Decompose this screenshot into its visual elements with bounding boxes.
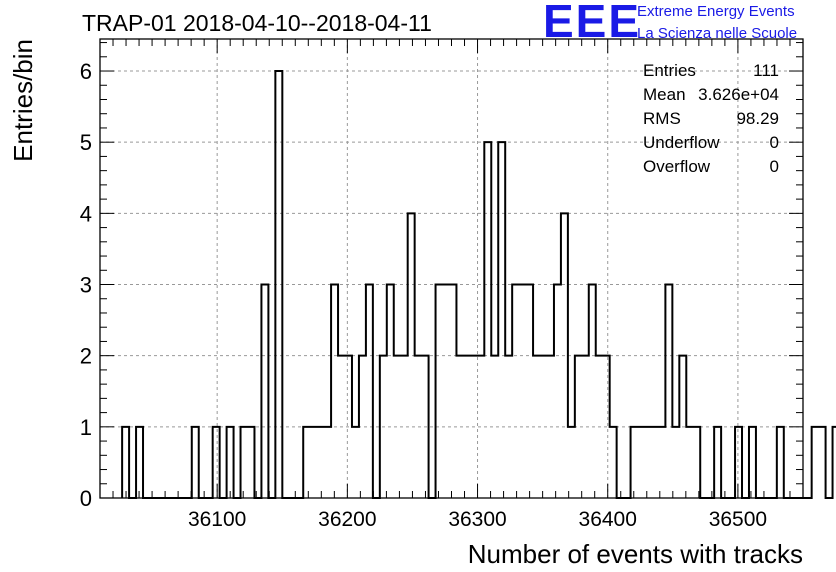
x-tick-label: 36300 bbox=[448, 508, 506, 531]
histogram-bin bbox=[317, 427, 324, 498]
histogram-bin bbox=[672, 427, 679, 498]
grid-lines bbox=[100, 39, 803, 498]
y-tick-label: 3 bbox=[80, 273, 92, 298]
x-tick-label: 36400 bbox=[579, 508, 637, 531]
stat-value-rms: 98.29 bbox=[736, 109, 779, 128]
histogram-bin bbox=[610, 427, 617, 498]
histogram-bin bbox=[519, 285, 526, 498]
y-tick-label: 2 bbox=[80, 344, 92, 369]
histogram-bin bbox=[213, 427, 220, 498]
histogram-bin bbox=[436, 285, 443, 498]
stat-label-underflow: Underflow bbox=[643, 133, 720, 152]
histogram-bin bbox=[693, 427, 700, 498]
axis-ticks bbox=[99, 39, 804, 499]
stat-label-overflow: Overflow bbox=[643, 157, 711, 176]
histogram-bin bbox=[241, 427, 248, 498]
logo-line-2: La Scienza nelle Scuole bbox=[637, 25, 798, 42]
stat-label-rms: RMS bbox=[643, 109, 681, 128]
histogram-series bbox=[121, 70, 836, 499]
histogram-bin bbox=[387, 285, 394, 498]
histogram-bin bbox=[122, 427, 129, 498]
histogram-bin bbox=[812, 427, 819, 498]
histogram-bin bbox=[638, 427, 645, 498]
stat-value-entries: 111 bbox=[753, 61, 779, 80]
plot-frame bbox=[99, 38, 804, 499]
histogram-bin bbox=[512, 285, 519, 498]
histogram-bin bbox=[714, 427, 721, 498]
axis-labels: 36100 36200 36300 36400 36500 0 1 2 3 4 5 6 Number o… bbox=[8, 39, 803, 569]
eee-logo-mark: EEE bbox=[543, 0, 642, 47]
x-axis-title: Number of events with tracks bbox=[468, 539, 803, 569]
histogram-bin bbox=[227, 427, 234, 498]
histogram-bin bbox=[324, 427, 331, 498]
histogram-bin bbox=[554, 285, 561, 498]
histogram-bin bbox=[484, 142, 491, 498]
histogram-bin bbox=[651, 427, 658, 498]
stat-label-mean: Mean bbox=[643, 85, 686, 104]
y-tick-label: 5 bbox=[80, 130, 92, 155]
logo-line-1: Extreme Energy Events bbox=[637, 3, 795, 20]
histogram-bin bbox=[631, 427, 638, 498]
histogram-bin bbox=[352, 427, 359, 498]
histogram-bin bbox=[526, 285, 533, 498]
histogram-bin bbox=[247, 427, 254, 498]
plot-border bbox=[99, 38, 804, 499]
histogram-bin bbox=[568, 427, 575, 498]
histogram-bin bbox=[443, 285, 450, 498]
x-tick-label: 36100 bbox=[188, 508, 246, 531]
histogram-bin bbox=[686, 427, 693, 498]
histogram-bin bbox=[310, 427, 317, 498]
y-tick-label: 6 bbox=[80, 59, 92, 84]
chart-title: TRAP-01 2018-04-10--2018-04-11 bbox=[82, 10, 432, 36]
histogram-bin bbox=[735, 427, 742, 498]
histogram-bin bbox=[366, 285, 373, 498]
x-tick-label: 36500 bbox=[709, 508, 767, 531]
histogram-outline bbox=[121, 70, 836, 499]
histogram-bin bbox=[303, 427, 310, 498]
y-axis-title: Entries/bin bbox=[8, 39, 38, 162]
histogram-bin bbox=[644, 427, 651, 498]
histogram-bin bbox=[136, 427, 143, 498]
histogram-bin bbox=[658, 427, 665, 498]
y-tick-label: 0 bbox=[80, 486, 92, 511]
histogram-bin bbox=[819, 427, 826, 498]
histogram-bin bbox=[777, 427, 784, 498]
y-tick-label: 1 bbox=[80, 415, 92, 440]
histogram-bin bbox=[192, 427, 199, 498]
histogram-bin bbox=[498, 142, 505, 498]
y-tick-label: 4 bbox=[80, 201, 92, 226]
stat-value-overflow: 0 bbox=[769, 157, 779, 176]
histogram-bin bbox=[261, 285, 268, 498]
histogram-bin bbox=[665, 285, 672, 498]
histogram-bin bbox=[589, 285, 596, 498]
stat-value-mean: 3.626e+04 bbox=[698, 85, 779, 104]
histogram-bin bbox=[749, 427, 756, 498]
x-tick-label: 36200 bbox=[318, 508, 376, 531]
histogram-bin bbox=[331, 285, 338, 498]
stat-value-underflow: 0 bbox=[769, 133, 779, 152]
stat-label-entries: Entries bbox=[643, 61, 696, 80]
histogram-bin bbox=[449, 285, 456, 498]
